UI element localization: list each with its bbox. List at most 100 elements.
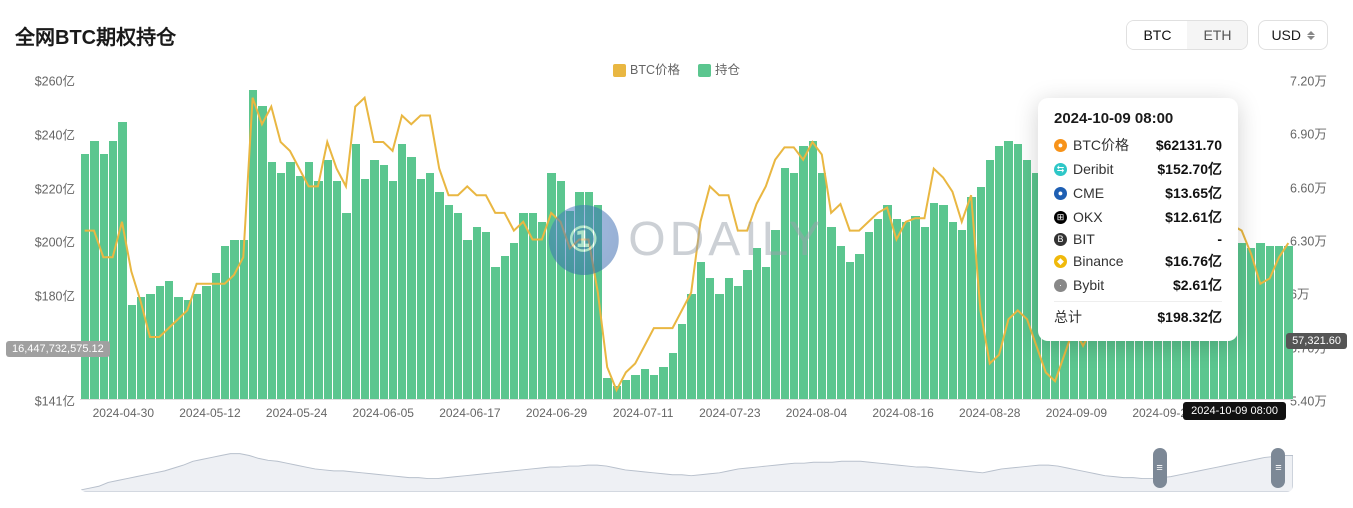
bar	[258, 106, 266, 399]
bar	[659, 367, 667, 399]
bar	[622, 380, 630, 399]
bar	[1275, 246, 1283, 399]
navigator-chart[interactable]	[80, 444, 1293, 492]
bar	[277, 173, 285, 399]
bar	[109, 141, 117, 399]
bar	[296, 176, 304, 399]
bar	[212, 273, 220, 399]
bar	[463, 240, 471, 399]
bar	[725, 278, 733, 399]
bar	[435, 192, 443, 399]
bar	[221, 246, 229, 399]
bar	[827, 227, 835, 399]
bar	[333, 181, 341, 399]
nav-handle-right[interactable]	[1271, 448, 1285, 488]
bar	[426, 173, 434, 399]
bar	[641, 369, 649, 399]
bar	[146, 294, 154, 399]
x-axis: 2024-04-302024-05-122024-05-242024-06-05…	[80, 400, 1293, 426]
bar	[837, 246, 845, 399]
currency-dropdown[interactable]: USD	[1258, 20, 1328, 50]
legend-price-swatch	[613, 64, 626, 77]
bar	[473, 227, 481, 399]
bar	[305, 162, 313, 399]
bar	[809, 141, 817, 399]
legend-oi[interactable]: 持仓	[698, 59, 740, 78]
bar	[529, 213, 537, 399]
bar	[911, 216, 919, 399]
bar	[501, 256, 509, 399]
bar	[286, 162, 294, 399]
bar	[631, 375, 639, 399]
bar	[585, 192, 593, 399]
bar	[669, 353, 677, 399]
bar	[407, 157, 415, 399]
tooltip-row: ◆Binance$16.76亿	[1054, 249, 1222, 273]
bar	[519, 213, 527, 399]
bar	[790, 173, 798, 399]
bar	[930, 203, 938, 399]
tooltip-row: ●CME$13.65亿	[1054, 181, 1222, 205]
bar	[706, 278, 714, 399]
tooltip-row: ⇆Deribit$152.70亿	[1054, 157, 1222, 181]
bar	[762, 267, 770, 399]
bar	[967, 197, 975, 399]
bar	[165, 281, 173, 399]
tooltip-row: ⊞OKX$12.61亿	[1054, 205, 1222, 229]
bar	[855, 254, 863, 399]
bar	[1023, 160, 1031, 399]
right-axis-marker: 57,321.60	[1286, 333, 1347, 349]
exchange-icon: ⇆	[1054, 163, 1067, 176]
bar	[1014, 144, 1022, 399]
bar	[893, 219, 901, 399]
bar	[575, 192, 583, 399]
bar	[491, 267, 499, 399]
tab-eth[interactable]: ETH	[1187, 21, 1247, 49]
legend-price[interactable]: BTC价格	[613, 59, 680, 78]
currency-label: USD	[1271, 27, 1301, 43]
bar	[697, 262, 705, 399]
bar	[715, 294, 723, 399]
tooltip-price-row: ●BTC价格 $62131.70	[1054, 133, 1222, 157]
bar	[743, 270, 751, 399]
bar	[156, 286, 164, 399]
exchange-icon: ◆	[1054, 255, 1067, 268]
bar	[90, 141, 98, 399]
bar	[128, 305, 136, 399]
bar	[781, 168, 789, 399]
bar	[1004, 141, 1012, 399]
exchange-icon: ⊞	[1054, 211, 1067, 224]
bar	[986, 160, 994, 399]
chevron-updown-icon	[1307, 31, 1315, 40]
bar	[547, 173, 555, 399]
tooltip-row: BBIT-	[1054, 229, 1222, 249]
bar	[995, 146, 1003, 399]
bar	[389, 181, 397, 399]
bar	[1266, 246, 1274, 399]
bar	[100, 154, 108, 399]
bar	[613, 386, 621, 399]
bar	[230, 240, 238, 399]
bar	[268, 162, 276, 399]
left-axis-marker: 16,447,732,575.12	[6, 341, 110, 357]
nav-handle-left[interactable]	[1153, 448, 1167, 488]
btc-icon: ●	[1054, 139, 1067, 152]
bar	[594, 205, 602, 399]
tooltip: 2024-10-09 08:00 ●BTC价格 $62131.70 ⇆Derib…	[1038, 98, 1238, 341]
bar	[240, 240, 248, 399]
bar	[771, 230, 779, 399]
bar	[510, 243, 518, 399]
bar	[1284, 246, 1292, 399]
bar	[324, 160, 332, 399]
tab-btc[interactable]: BTC	[1127, 21, 1187, 49]
bar	[137, 297, 145, 399]
bar	[1247, 248, 1255, 399]
bar	[1238, 243, 1246, 399]
bar	[417, 179, 425, 400]
bar	[174, 297, 182, 399]
bar	[184, 300, 192, 399]
bar	[249, 90, 257, 399]
bar	[799, 146, 807, 399]
bar	[566, 211, 574, 399]
tooltip-total-row: 总计 $198.32亿	[1054, 301, 1222, 329]
